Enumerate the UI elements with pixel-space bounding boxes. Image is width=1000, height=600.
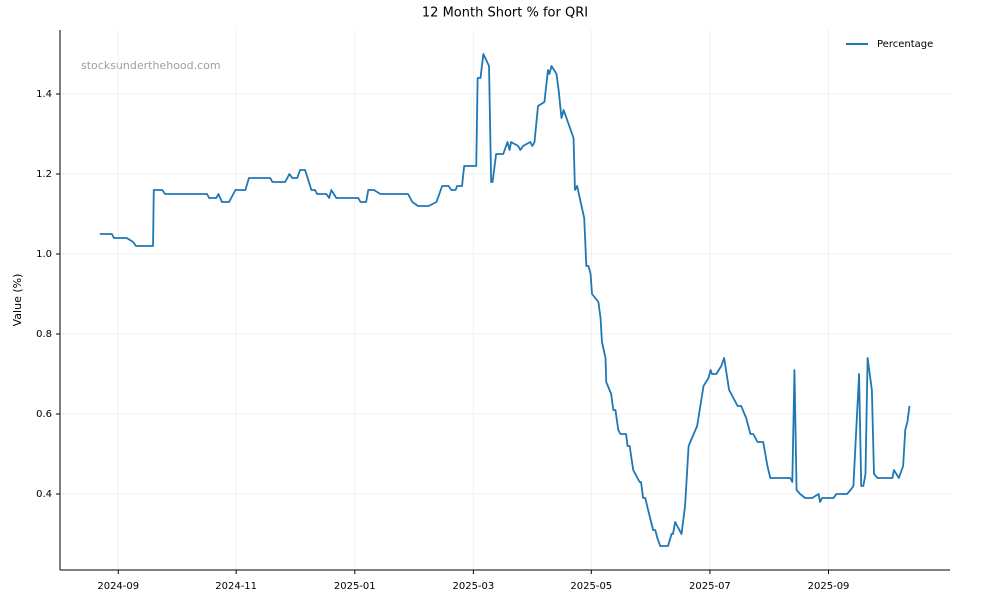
y-axis-label: Value (%) — [11, 274, 24, 327]
y-tick-label: 1.0 — [36, 249, 52, 260]
x-tick-label: 2025-01 — [334, 581, 376, 592]
x-tick-label: 2024-11 — [215, 581, 257, 592]
x-tick-label: 2025-09 — [808, 581, 850, 592]
line — [99, 53, 911, 547]
x-tick-label: 2024-09 — [97, 581, 139, 592]
y-tick-label: 1.4 — [36, 89, 52, 100]
chart-title: 12 Month Short % for QRI — [422, 6, 588, 21]
watermark: stocksunderthehood.com — [81, 59, 221, 72]
y-tick-label: 1.2 — [36, 169, 52, 180]
x-tick-label: 2025-03 — [452, 581, 494, 592]
legend-label: Percentage — [877, 39, 933, 50]
x-tick-label: 2025-07 — [689, 581, 731, 592]
y-tick-label: 0.6 — [36, 409, 52, 420]
x-tick-label: 2025-05 — [570, 581, 612, 592]
y-tick-label: 0.8 — [36, 329, 52, 340]
y-tick-label: 0.4 — [36, 489, 52, 500]
